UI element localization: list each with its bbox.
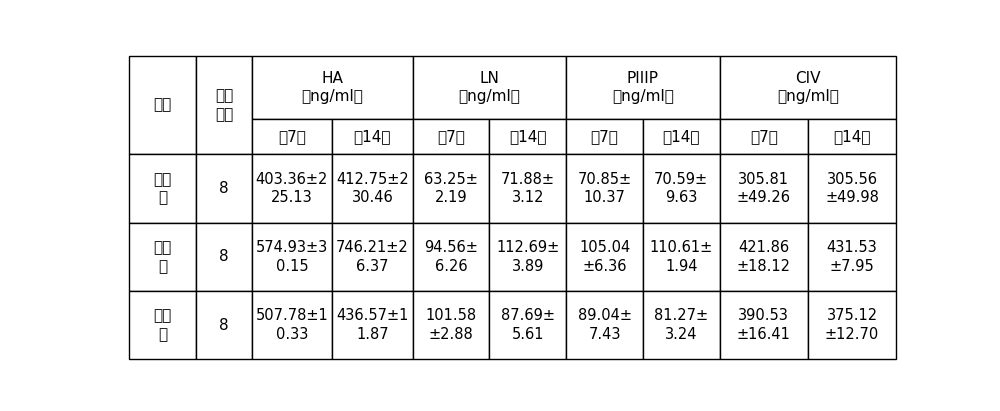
Bar (489, 120, 566, 155)
Bar (252, 291, 332, 360)
Text: 8: 8 (219, 249, 229, 264)
Text: 知14天: 知14天 (354, 129, 391, 144)
Text: LN
（ng/ml）: LN （ng/ml） (459, 71, 520, 104)
Text: 正常
组: 正常 组 (154, 172, 172, 206)
Text: 70.59±
9.63: 70.59± 9.63 (654, 172, 708, 206)
Bar (129, 223, 196, 291)
Text: 70.85±
10.37: 70.85± 10.37 (578, 172, 632, 206)
Text: 知7天: 知7天 (437, 129, 465, 144)
Text: 模型
组: 模型 组 (154, 240, 172, 274)
Bar (252, 223, 332, 291)
Text: 101.58
±2.88: 101.58 ±2.88 (426, 309, 477, 342)
Bar (489, 223, 566, 291)
Bar (566, 223, 643, 291)
Text: 403.36±2
25.13: 403.36±2 25.13 (256, 172, 328, 206)
Bar (252, 55, 413, 120)
Bar (566, 120, 643, 155)
Text: 412.75±2
30.46: 412.75±2 30.46 (336, 172, 409, 206)
Bar (413, 120, 489, 155)
Text: 375.12
±12.70: 375.12 ±12.70 (825, 309, 879, 342)
Bar (129, 291, 196, 360)
Bar (643, 120, 720, 155)
Text: 390.53
±16.41: 390.53 ±16.41 (737, 309, 791, 342)
Text: 63.25±
2.19: 63.25± 2.19 (424, 172, 478, 206)
Text: 知14天: 知14天 (663, 129, 700, 144)
Text: 421.86
±18.12: 421.86 ±18.12 (737, 240, 791, 274)
Bar (808, 223, 896, 291)
Bar (566, 291, 643, 360)
Text: 8: 8 (219, 318, 229, 333)
Bar (643, 223, 720, 291)
Bar (808, 120, 896, 155)
Text: 112.69±
3.89: 112.69± 3.89 (496, 240, 559, 274)
Text: 组别: 组别 (154, 97, 172, 113)
Text: 746.21±2
6.37: 746.21±2 6.37 (336, 240, 409, 274)
Text: 知14天: 知14天 (833, 129, 871, 144)
Bar (332, 120, 413, 155)
Bar (196, 155, 252, 223)
Text: CIV
（ng/ml）: CIV （ng/ml） (777, 71, 839, 104)
Text: 507.78±1
0.33: 507.78±1 0.33 (256, 309, 328, 342)
Text: HA
（ng/ml）: HA （ng/ml） (301, 71, 363, 104)
Bar (196, 55, 252, 155)
Bar (643, 155, 720, 223)
Bar (720, 291, 808, 360)
Text: PIIIP
（ng/ml）: PIIIP （ng/ml） (612, 71, 674, 104)
Text: 431.53
±7.95: 431.53 ±7.95 (827, 240, 877, 274)
Bar (196, 291, 252, 360)
Bar (332, 223, 413, 291)
Text: 71.88±
3.12: 71.88± 3.12 (501, 172, 555, 206)
Bar (489, 155, 566, 223)
Text: 89.04±
7.43: 89.04± 7.43 (578, 309, 632, 342)
Text: 305.56
±49.98: 305.56 ±49.98 (825, 172, 879, 206)
Bar (252, 120, 332, 155)
Bar (489, 291, 566, 360)
Text: 574.93±3
0.15: 574.93±3 0.15 (256, 240, 328, 274)
Bar (566, 55, 720, 120)
Text: 81.27±
3.24: 81.27± 3.24 (654, 309, 708, 342)
Text: 436.57±1
1.87: 436.57±1 1.87 (336, 309, 409, 342)
Bar (643, 291, 720, 360)
Bar (720, 55, 896, 120)
Text: 305.81
±49.26: 305.81 ±49.26 (737, 172, 791, 206)
Text: 知7天: 知7天 (591, 129, 619, 144)
Bar (413, 155, 489, 223)
Bar (129, 55, 196, 155)
Bar (720, 223, 808, 291)
Bar (129, 155, 196, 223)
Text: 知7天: 知7天 (750, 129, 778, 144)
Text: 94.56±
6.26: 94.56± 6.26 (424, 240, 478, 274)
Text: 87.69±
5.61: 87.69± 5.61 (501, 309, 555, 342)
Bar (720, 155, 808, 223)
Text: 大鼠
只数: 大鼠 只数 (215, 88, 233, 122)
Bar (252, 155, 332, 223)
Bar (808, 291, 896, 360)
Bar (808, 155, 896, 223)
Bar (720, 120, 808, 155)
Text: 药物
组: 药物 组 (154, 309, 172, 342)
Bar (413, 291, 489, 360)
Bar (566, 155, 643, 223)
Bar (196, 223, 252, 291)
Text: 知7天: 知7天 (278, 129, 306, 144)
Bar (332, 291, 413, 360)
Bar (413, 223, 489, 291)
Text: 8: 8 (219, 181, 229, 196)
Bar (332, 155, 413, 223)
Text: 知14天: 知14天 (509, 129, 547, 144)
Bar (413, 55, 566, 120)
Text: 105.04
±6.36: 105.04 ±6.36 (579, 240, 630, 274)
Text: 110.61±
1.94: 110.61± 1.94 (650, 240, 713, 274)
